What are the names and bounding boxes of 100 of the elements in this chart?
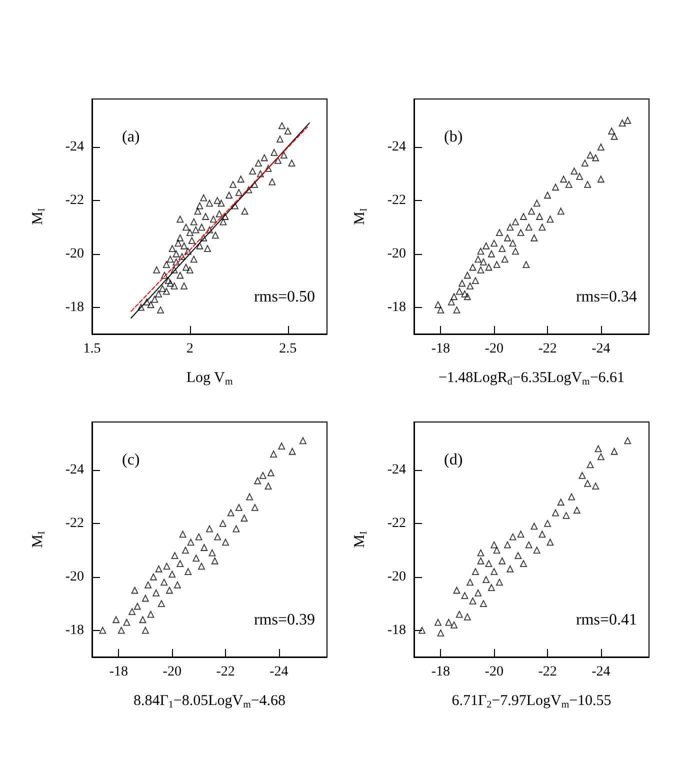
point bbox=[456, 610, 463, 618]
point bbox=[517, 229, 524, 236]
point bbox=[498, 245, 506, 252]
point bbox=[528, 208, 535, 215]
point bbox=[624, 437, 632, 444]
point bbox=[182, 546, 189, 554]
point bbox=[533, 546, 540, 554]
point bbox=[211, 557, 218, 564]
point bbox=[453, 586, 460, 594]
point bbox=[562, 512, 570, 519]
point bbox=[597, 144, 604, 151]
point bbox=[482, 576, 490, 584]
point bbox=[546, 216, 554, 223]
x-tick-label: -22 bbox=[216, 664, 235, 680]
point bbox=[493, 261, 500, 268]
x-tick-label: -24 bbox=[592, 664, 610, 680]
point bbox=[544, 520, 551, 527]
point bbox=[246, 493, 254, 500]
point bbox=[581, 160, 588, 167]
point bbox=[139, 616, 146, 624]
y-tick-label: -24 bbox=[65, 462, 84, 478]
point bbox=[171, 552, 178, 559]
point bbox=[179, 530, 186, 538]
point bbox=[544, 192, 551, 199]
x-tick-label: -20 bbox=[484, 342, 504, 356]
annotation: (a) bbox=[122, 128, 140, 146]
point bbox=[176, 560, 184, 567]
point bbox=[469, 264, 476, 271]
point bbox=[123, 618, 130, 626]
point bbox=[533, 200, 540, 207]
point bbox=[300, 437, 306, 444]
point bbox=[498, 557, 506, 564]
point bbox=[488, 584, 495, 592]
y-tick-label: -20 bbox=[65, 246, 84, 262]
point bbox=[168, 570, 176, 578]
point bbox=[464, 272, 471, 279]
point bbox=[437, 630, 444, 636]
point bbox=[530, 522, 538, 530]
point bbox=[512, 248, 519, 255]
point bbox=[480, 258, 487, 266]
annotation: rms=0.50 bbox=[254, 288, 316, 306]
point bbox=[184, 568, 192, 575]
point bbox=[509, 533, 516, 540]
point bbox=[568, 493, 576, 500]
point bbox=[509, 240, 516, 247]
point bbox=[506, 565, 514, 572]
point bbox=[592, 154, 600, 162]
x-tick-label: 2.5 bbox=[279, 342, 297, 356]
point bbox=[158, 600, 165, 608]
point bbox=[525, 541, 532, 548]
point bbox=[522, 261, 530, 268]
y-tick-label: -18 bbox=[387, 300, 406, 315]
point bbox=[597, 453, 604, 460]
point bbox=[434, 618, 442, 626]
point bbox=[270, 450, 278, 458]
point bbox=[557, 498, 564, 506]
point bbox=[565, 181, 572, 188]
point bbox=[496, 229, 503, 236]
point bbox=[214, 533, 221, 540]
point bbox=[557, 208, 564, 215]
point bbox=[466, 578, 474, 586]
point bbox=[610, 132, 618, 140]
point bbox=[490, 541, 498, 548]
point bbox=[187, 538, 194, 546]
point bbox=[434, 301, 442, 308]
point bbox=[501, 256, 508, 263]
x-tick-label: -24 bbox=[270, 664, 288, 680]
point bbox=[453, 306, 460, 314]
point bbox=[517, 530, 524, 538]
x-tick-label: -20 bbox=[484, 664, 504, 680]
point bbox=[251, 504, 258, 511]
point bbox=[512, 218, 519, 226]
annotation: (b) bbox=[444, 128, 463, 146]
point bbox=[485, 264, 492, 271]
point bbox=[618, 120, 626, 126]
point bbox=[219, 520, 226, 527]
y-tick-label: -24 bbox=[387, 462, 406, 478]
point bbox=[474, 589, 482, 596]
point bbox=[163, 562, 170, 570]
point bbox=[198, 562, 205, 570]
point bbox=[147, 610, 154, 618]
point bbox=[573, 506, 580, 514]
point bbox=[200, 544, 208, 551]
annotation: (c) bbox=[122, 452, 140, 468]
point bbox=[418, 626, 426, 634]
point bbox=[128, 608, 136, 616]
point bbox=[448, 298, 455, 306]
point bbox=[530, 234, 538, 242]
y-tick-label: -24 bbox=[65, 140, 84, 155]
y-tick-label: -20 bbox=[387, 246, 406, 262]
x-tick-label: -18 bbox=[431, 664, 450, 680]
point bbox=[142, 594, 149, 602]
annotation: rms=0.41 bbox=[576, 612, 638, 628]
point bbox=[456, 288, 463, 295]
point bbox=[469, 597, 476, 604]
point bbox=[576, 172, 584, 180]
point bbox=[485, 560, 492, 567]
point bbox=[610, 448, 618, 455]
y-tick-label: -22 bbox=[387, 516, 406, 531]
point bbox=[538, 530, 546, 538]
